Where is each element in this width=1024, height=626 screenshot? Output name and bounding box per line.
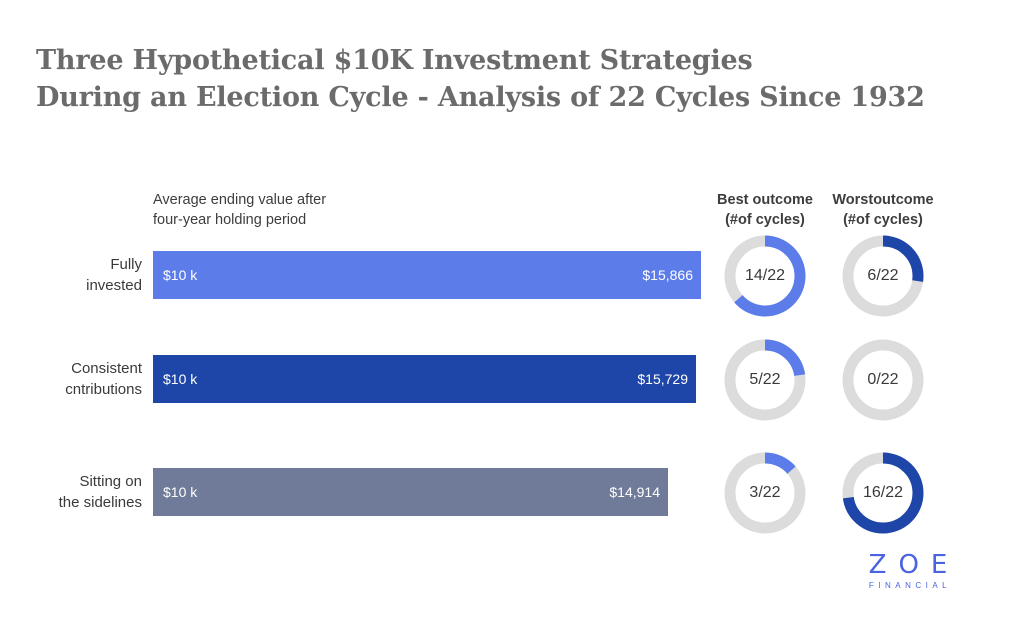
worst-outcome-donut-label: 0/22 xyxy=(867,370,899,388)
bar-value-label: $15,866 xyxy=(642,267,693,283)
best-outcome-donut: 3/22 xyxy=(723,451,807,535)
bar-column-heading-line-2: four-year holding period xyxy=(153,212,307,228)
worst-outcome-donut-label: 16/22 xyxy=(862,483,904,501)
worst-outcome-donut-ring xyxy=(842,452,924,533)
worst-outcome-donut-arc xyxy=(842,452,924,533)
row-label-line: Fully xyxy=(110,256,142,273)
best-outcome-heading-line-1: Best outcome xyxy=(717,192,813,208)
worst-outcome-donut-ring xyxy=(842,339,924,420)
bar: $10 k $15,729 xyxy=(153,355,696,403)
bar-column-heading: Average ending value after four-year hol… xyxy=(153,190,326,230)
chart-title-line-1: Three Hypothetical $10K Investment Strat… xyxy=(36,45,753,76)
worst-outcome-donut-ring xyxy=(842,235,924,316)
bar-value-label: $15,729 xyxy=(637,371,688,387)
row-label-line: the sidelines xyxy=(58,494,142,511)
chart-title-line-2: During an Election Cycle - Analysis of 2… xyxy=(36,82,925,113)
best-outcome-donut: 14/22 xyxy=(723,234,807,318)
bar: $10 k $15,866 xyxy=(153,251,701,299)
best-outcome-donut-arc xyxy=(724,339,806,420)
row-label-line: invested xyxy=(86,277,142,294)
bar: $10 k $14,914 xyxy=(153,468,668,516)
best-outcome-donut-ring xyxy=(724,235,806,316)
logo-subtitle: FINANCIAL xyxy=(868,581,952,590)
worst-outcome-donut: 6/22 xyxy=(841,234,925,318)
row-label-line: Sitting on xyxy=(79,473,142,490)
worst-outcome-donut-track xyxy=(842,339,924,420)
best-outcome-donut-label: 5/22 xyxy=(749,370,781,388)
row-label-line: cntributions xyxy=(65,381,142,398)
worst-outcome-heading-line-1: Worstoutcome xyxy=(832,192,934,208)
zoe-financial-logo: ZOE FINANCIAL xyxy=(848,550,968,592)
worst-outcome-heading: Worstoutcome (#of cycles) xyxy=(820,190,946,230)
best-outcome-heading-line-2: (#of cycles) xyxy=(725,212,805,228)
best-outcome-donut-arc xyxy=(724,235,806,316)
row-label-line: Consistent xyxy=(71,360,142,377)
best-outcome-donut-label: 3/22 xyxy=(749,483,781,501)
best-outcome-donut-arc xyxy=(724,452,806,533)
row-label: Consistent cntributions xyxy=(65,358,142,400)
bar-start-label: $10 k xyxy=(163,267,198,283)
bar-start-label: $10 k xyxy=(163,484,198,500)
best-outcome-donut-ring xyxy=(724,452,806,533)
worst-outcome-donut-arc xyxy=(842,235,924,316)
row-label: Fully invested xyxy=(86,254,142,296)
worst-outcome-donut: 0/22 xyxy=(841,338,925,422)
row-label: Sitting on the sidelines xyxy=(59,471,142,513)
bar-value-label: $14,914 xyxy=(609,484,660,500)
chart-title: Three Hypothetical $10K Investment Strat… xyxy=(36,42,925,116)
best-outcome-donut-label: 14/22 xyxy=(744,266,786,284)
bar-start-label: $10 k xyxy=(163,371,198,387)
worst-outcome-donut-label: 6/22 xyxy=(867,266,899,284)
worst-outcome-heading-line-2: (#of cycles) xyxy=(843,212,923,228)
best-outcome-donut: 5/22 xyxy=(723,338,807,422)
logo-wordmark: ZOE xyxy=(868,550,960,580)
worst-outcome-donut: 16/22 xyxy=(841,451,925,535)
best-outcome-donut-ring xyxy=(724,339,806,420)
bar-column-heading-line-1: Average ending value after xyxy=(153,192,327,208)
best-outcome-heading: Best outcome (#of cycles) xyxy=(702,190,828,230)
